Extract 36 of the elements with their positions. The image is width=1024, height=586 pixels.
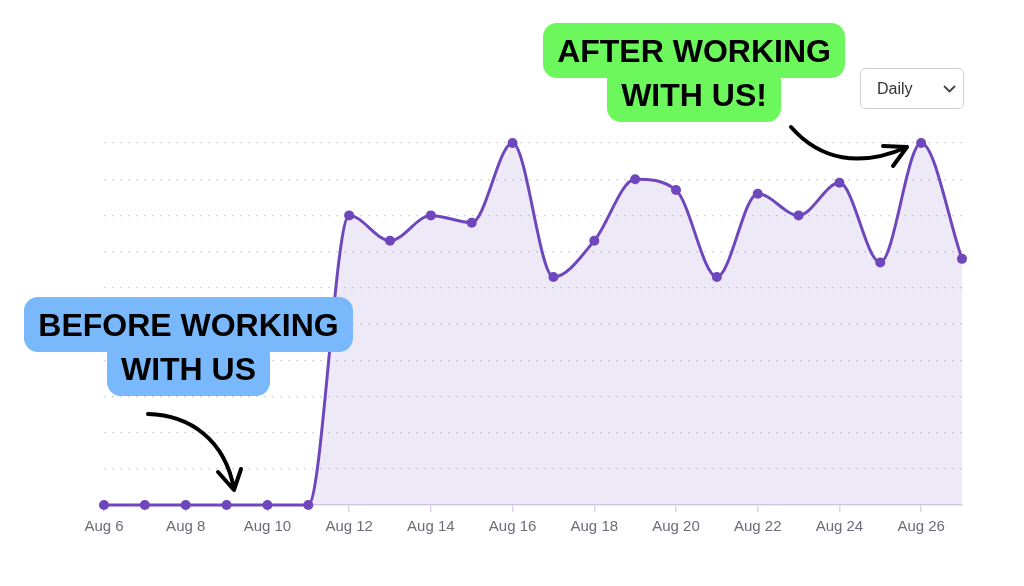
point xyxy=(303,500,314,510)
point xyxy=(466,217,477,228)
point xyxy=(875,257,886,268)
point xyxy=(425,210,436,221)
x-tick-label: Aug 12 xyxy=(325,517,373,535)
x-tick-label: Aug 6 xyxy=(84,517,124,535)
point xyxy=(139,500,150,510)
point xyxy=(262,500,273,510)
point xyxy=(671,185,681,196)
x-tick-label: Aug 8 xyxy=(166,517,206,535)
x-tick-label: Aug 22 xyxy=(733,517,782,535)
point xyxy=(630,174,641,185)
point xyxy=(180,500,191,510)
point xyxy=(752,188,763,199)
point xyxy=(385,235,395,246)
x-tick-label: Aug 26 xyxy=(897,517,945,535)
point xyxy=(99,500,109,510)
point xyxy=(711,271,722,282)
x-tick-label: Aug 14 xyxy=(407,517,455,535)
x-tick-label: Aug 18 xyxy=(570,517,619,535)
point xyxy=(344,210,355,221)
dropdown: Daily xyxy=(860,68,964,109)
point xyxy=(589,235,600,246)
point xyxy=(957,253,967,264)
x-tick-label: Aug 24 xyxy=(815,517,864,535)
point xyxy=(834,177,845,188)
annotation: BEFORE WORKING WITH US xyxy=(24,297,353,396)
point xyxy=(221,500,232,510)
x-tick-label: Aug 20 xyxy=(652,517,700,535)
x-tick-label: Aug 10 xyxy=(243,517,292,535)
point xyxy=(548,271,559,282)
point xyxy=(793,210,804,221)
x-tick-label: Aug 16 xyxy=(488,517,537,535)
point xyxy=(916,138,927,148)
point xyxy=(507,138,518,148)
text: AFTER WORKING WITH US! xyxy=(543,23,845,122)
